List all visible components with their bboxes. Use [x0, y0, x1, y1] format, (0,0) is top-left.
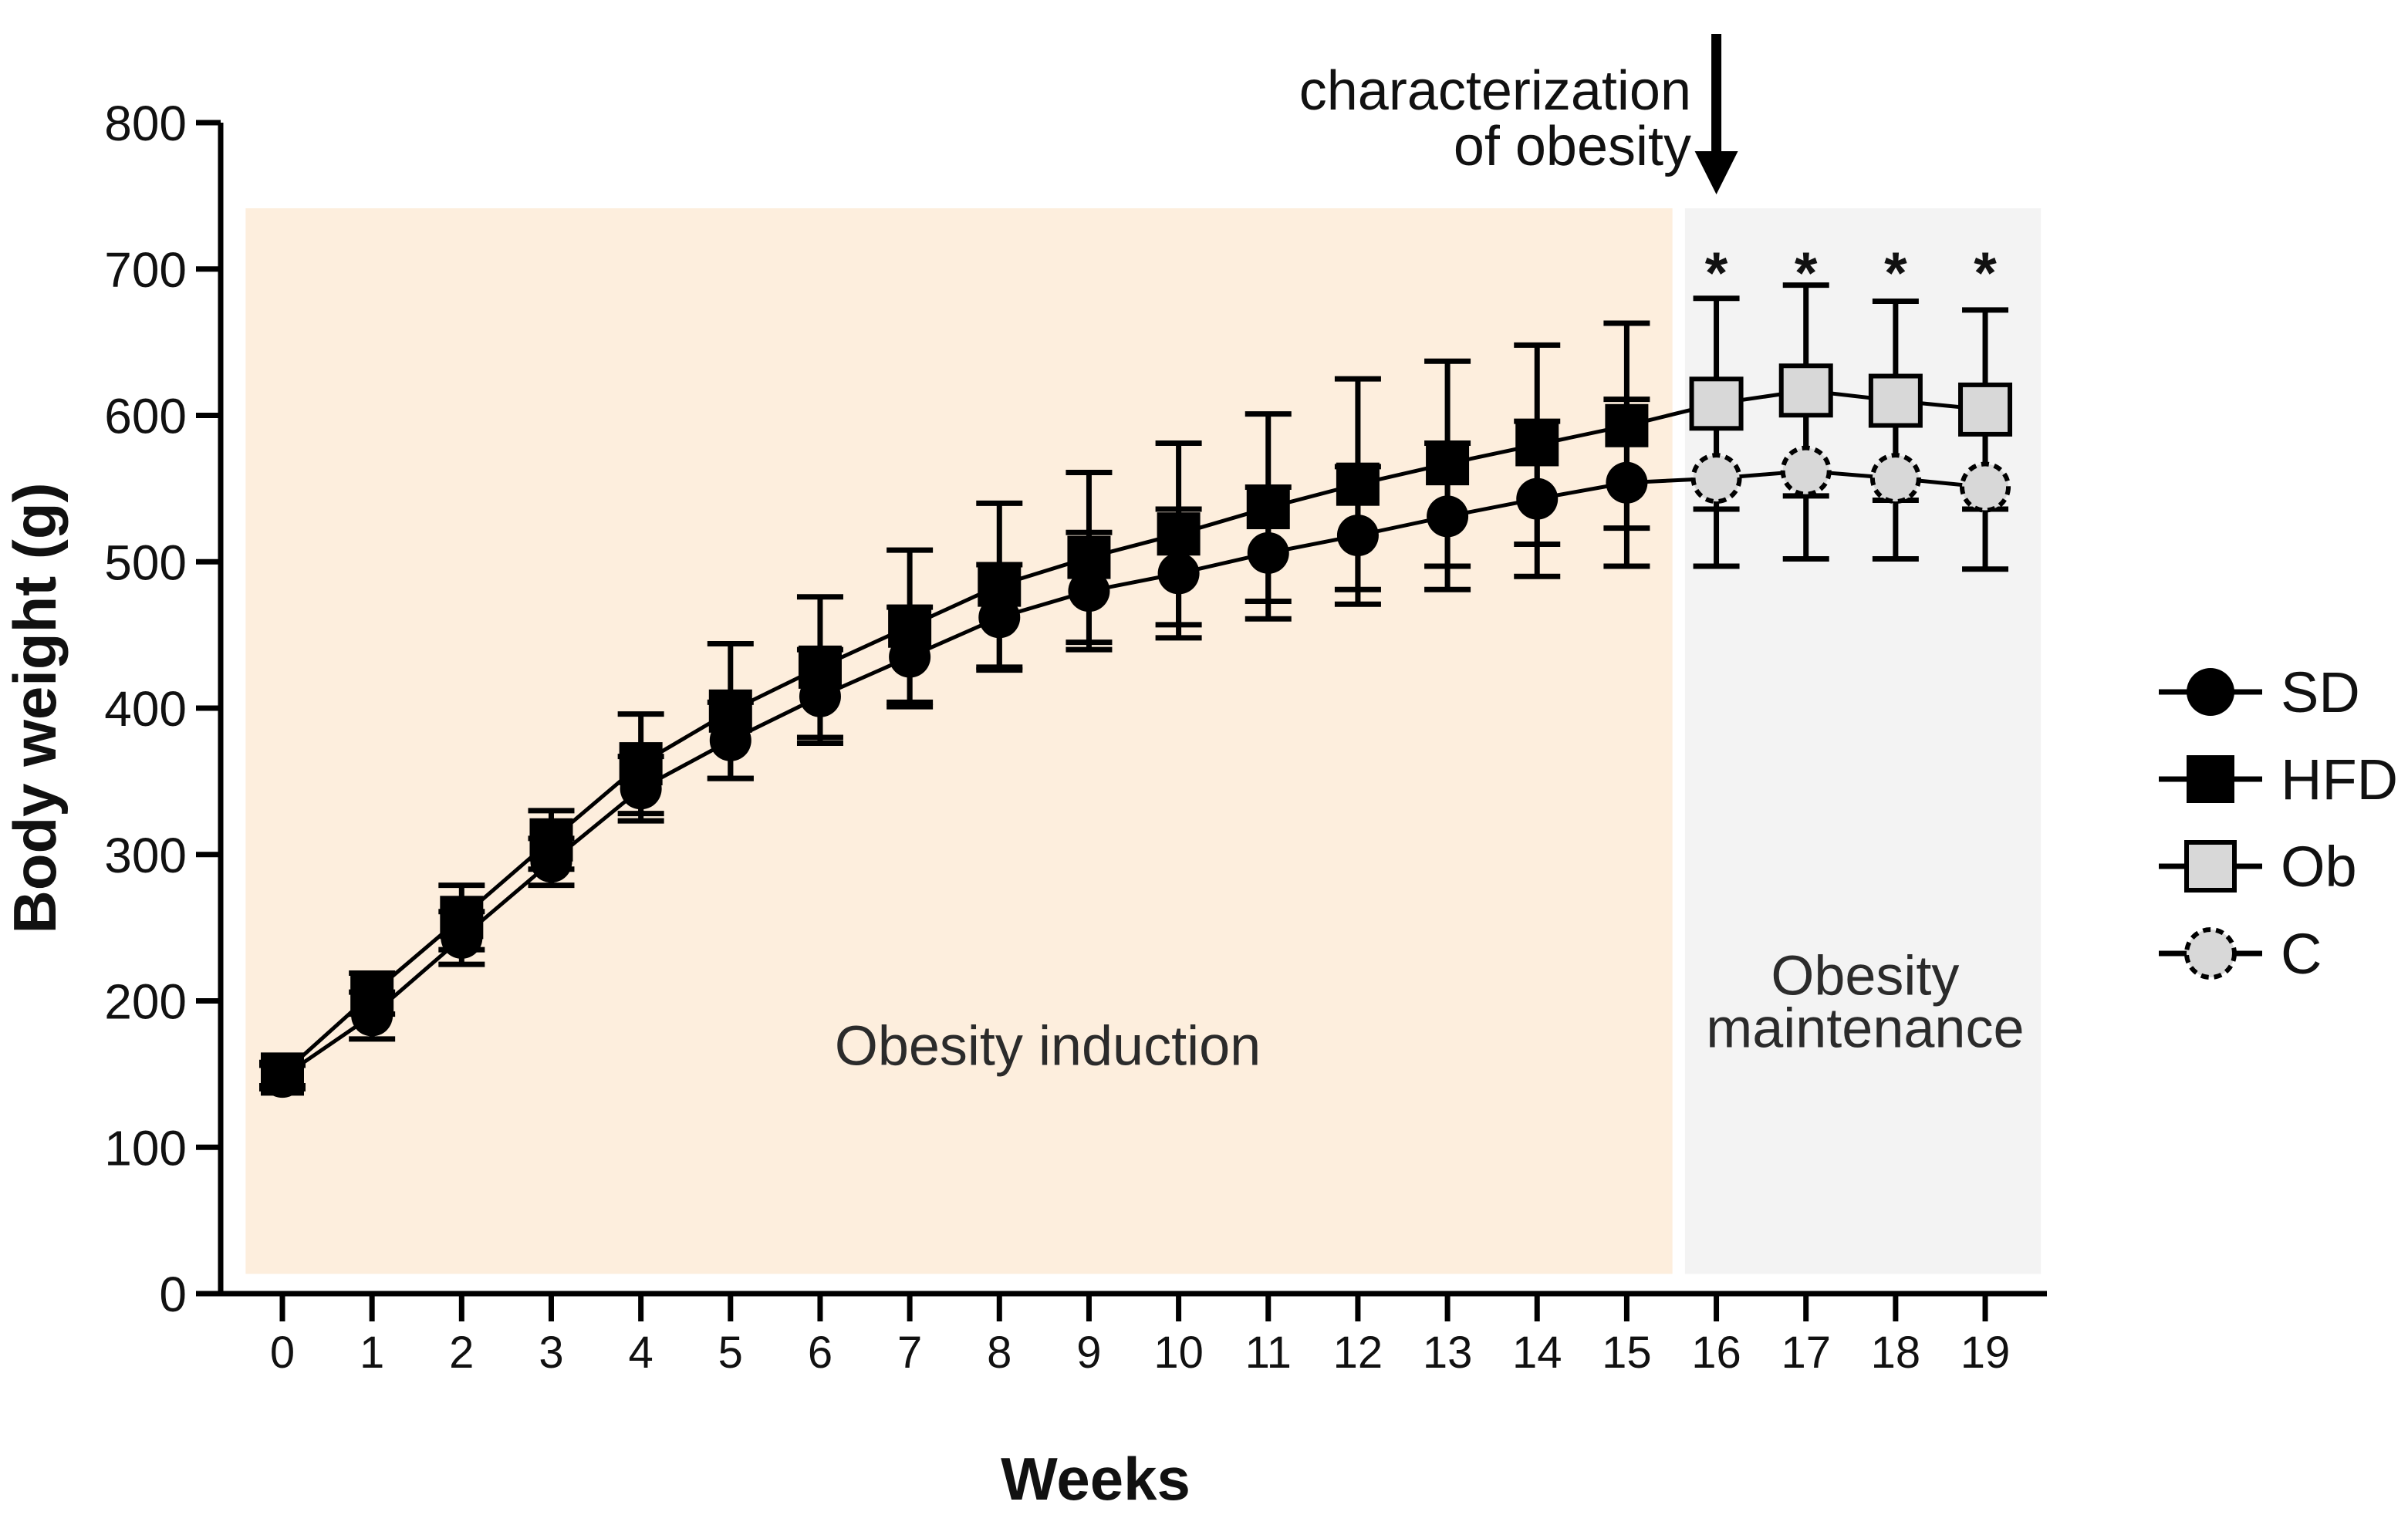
x-tick-label-4: 4 [629, 1328, 654, 1378]
marker-c-week-19 [1960, 461, 2011, 513]
significance-asterisk-week-19: * [1974, 241, 1997, 306]
x-axis-title: Weeks [1001, 1445, 1190, 1513]
x-tick-label-18: 18 [1871, 1328, 1921, 1378]
legend-label-c: C [2281, 922, 2322, 986]
y-tick-label-200: 200 [104, 974, 187, 1030]
x-tick-label-14: 14 [1512, 1328, 1562, 1378]
marker-c-week-16 [1690, 453, 1742, 504]
marker-hfd-week-4 [619, 742, 663, 786]
arrow-label-line-2: of obesity [1454, 116, 1691, 177]
significance-asterisk-week-16: * [1705, 241, 1728, 306]
marker-sd-week-10 [1157, 552, 1200, 595]
x-tick-label-17: 17 [1781, 1328, 1831, 1378]
y-tick-label-0: 0 [159, 1267, 187, 1322]
phase-region-induction [245, 208, 1673, 1274]
x-tick-label-1: 1 [360, 1328, 384, 1378]
x-tick-label-19: 19 [1961, 1328, 2011, 1378]
marker-hfd-week-7 [888, 604, 932, 648]
marker-hfd-week-15 [1605, 403, 1649, 447]
legend-label-sd: SD [2281, 660, 2360, 724]
x-tick-label-15: 15 [1602, 1328, 1652, 1378]
marker-c-week-17 [1780, 445, 1832, 497]
legend-row-hfd: HFD [2159, 747, 2398, 812]
legend-marker-ob-square-icon [2184, 840, 2237, 893]
marker-sd-week-11 [1247, 531, 1289, 574]
legend-label-hfd: HFD [2281, 747, 2398, 812]
arrow-label-line-1: characterization [1299, 60, 1691, 122]
x-tick-label-16: 16 [1691, 1328, 1741, 1378]
y-tick-label-100: 100 [104, 1120, 187, 1176]
y-tick-label-300: 300 [104, 828, 187, 883]
x-tick-label-12: 12 [1333, 1328, 1383, 1378]
marker-sd-week-12 [1336, 515, 1379, 557]
marker-hfd-week-9 [1067, 535, 1111, 579]
x-tick-label-11: 11 [1245, 1328, 1292, 1378]
marker-hfd-week-2 [440, 896, 484, 940]
region-label-maintenance-line-1: Obesity [1771, 945, 1959, 1007]
marker-hfd-week-13 [1426, 442, 1470, 486]
marker-hfd-week-11 [1246, 486, 1290, 530]
legend-row-sd: SD [2159, 660, 2360, 724]
marker-c-week-18 [1869, 453, 1921, 504]
marker-sd-week-8 [978, 596, 1021, 639]
marker-hfd-week-8 [978, 563, 1022, 607]
marker-sd-week-15 [1606, 461, 1648, 504]
marker-ob-week-16 [1689, 376, 1744, 431]
marker-hfd-week-5 [708, 689, 752, 733]
significance-asterisk-week-17: * [1795, 241, 1818, 306]
legend-label-ob: Ob [2281, 835, 2357, 899]
x-tick-label-7: 7 [897, 1328, 922, 1378]
marker-sd-week-14 [1516, 477, 1559, 520]
marker-hfd-week-14 [1515, 423, 1559, 467]
x-tick-label-8: 8 [987, 1328, 1011, 1378]
x-tick-label-13: 13 [1423, 1328, 1473, 1378]
x-tick-label-0: 0 [270, 1328, 295, 1378]
y-tick-label-400: 400 [104, 681, 187, 737]
marker-ob-week-18 [1868, 373, 1923, 428]
x-tick-label-9: 9 [1076, 1328, 1101, 1378]
y-axis-title: Body weight (g) [1, 483, 69, 934]
x-tick-label-10: 10 [1153, 1328, 1204, 1378]
region-label-induction-line-1: Obesity induction [835, 1015, 1261, 1077]
marker-sd-week-9 [1068, 570, 1110, 612]
marker-hfd-week-10 [1157, 512, 1201, 556]
x-tick-label-5: 5 [718, 1328, 743, 1378]
legend-marker-hfd-square-icon [2187, 755, 2234, 803]
region-label-maintenance-line-2: maintenance [1706, 997, 2024, 1059]
marker-hfd-week-12 [1336, 462, 1380, 506]
x-tick-label-3: 3 [539, 1328, 563, 1378]
y-tick-label-600: 600 [104, 389, 187, 444]
y-tick-label-700: 700 [104, 242, 187, 298]
marker-hfd-week-1 [350, 972, 394, 1016]
down-arrow-head-icon [1694, 151, 1738, 194]
marker-hfd-week-0 [261, 1052, 304, 1096]
x-tick-label-2: 2 [449, 1328, 474, 1378]
marker-hfd-week-6 [798, 645, 842, 689]
marker-ob-week-17 [1778, 363, 1833, 418]
legend-row-c: C [2159, 922, 2322, 986]
legend-row-ob: Ob [2159, 835, 2357, 899]
legend-marker-c-circle-icon [2184, 927, 2237, 980]
marker-sd-week-13 [1427, 495, 1469, 538]
x-tick-label-6: 6 [808, 1328, 832, 1378]
significance-asterisk-week-18: * [1884, 241, 1907, 306]
legend-marker-sd-circle-icon [2187, 668, 2234, 716]
y-tick-label-800: 800 [104, 96, 187, 151]
marker-hfd-week-3 [529, 818, 573, 862]
marker-ob-week-19 [1958, 382, 2013, 437]
y-tick-label-500: 500 [104, 535, 187, 590]
